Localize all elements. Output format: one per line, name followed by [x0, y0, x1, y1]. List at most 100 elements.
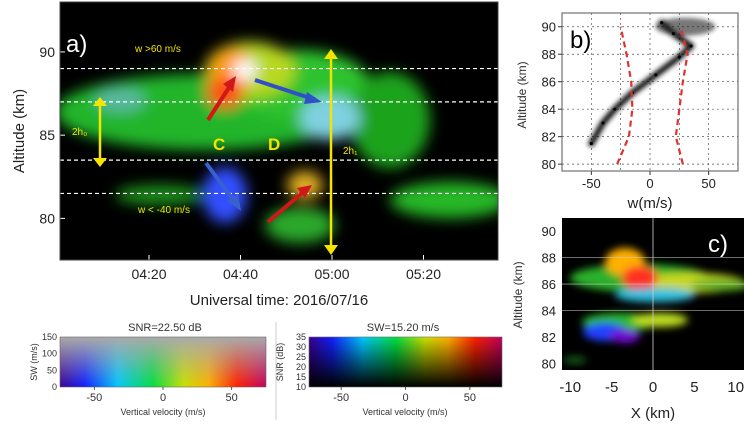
colorbar-x-tick: 0 [160, 392, 166, 404]
panel-c: 80 82 84 86 88 90 -10 -5 0 5 10 c) X (km) Altitude… [511, 218, 744, 422]
panel-c-grid [562, 218, 744, 370]
annotation-2h0: 2h₀ [72, 127, 87, 138]
profile-point [601, 121, 605, 125]
blue-arrow-upper [254, 78, 322, 104]
red-arrow-upper [206, 76, 236, 122]
y-tick-label: 85 [39, 127, 55, 143]
panel-c-label: c) [708, 231, 728, 258]
profile-point [689, 44, 693, 48]
y-tick-label: 80 [542, 157, 556, 172]
profile-point [677, 55, 681, 59]
x-tick-label: -10 [559, 379, 581, 396]
colorbar-y-tick: 50 [47, 365, 57, 375]
profile-top-blob [655, 17, 716, 36]
y-tick-label: 86 [542, 277, 556, 292]
label-c: C [213, 135, 225, 154]
y-tick-label: 84 [542, 304, 556, 319]
panel-a-frame [59, 1, 499, 261]
panel-b-profile [586, 17, 716, 149]
y-tick-label: 88 [542, 47, 556, 62]
profile-point [589, 141, 593, 146]
colorbar-x-tick: -50 [86, 392, 102, 404]
panel-b-envelope [616, 26, 689, 165]
label-d: D [268, 135, 280, 154]
colorbar-left-xlabel: Vertical velocity (m/s) [120, 407, 205, 417]
panel-a-ticks: 80 85 90 04:20 04:40 05:00 05:20 [39, 44, 441, 282]
envelope-left [616, 26, 634, 165]
panel-b-xlabel: w(m/s) [627, 195, 673, 212]
colorbar-right-title: SW=15.20 m/s [367, 322, 440, 334]
y-tick-label: 82 [542, 330, 556, 345]
panel-b-ticks: 80 82 84 86 88 90 -50 0 50 [542, 20, 716, 191]
y-tick-label: 82 [542, 130, 556, 145]
x-tick-label: 5 [690, 379, 698, 396]
x-tick-label: -50 [582, 176, 601, 191]
annotation-w-up: w >60 m/s [134, 44, 181, 55]
profile-point [613, 107, 617, 111]
panel-b-label: b) [570, 27, 591, 54]
colorbar-y-tick: 20 [296, 362, 306, 372]
y-tick-label: 80 [542, 356, 556, 371]
colorbar-left-ticks: 0 50 100 150 -50 0 50 [42, 332, 238, 404]
colorbar-right-dark [309, 337, 502, 387]
colorbar-left-title: SNR=22.50 dB [128, 322, 202, 334]
colorbar-x-tick: 50 [464, 392, 476, 404]
annotation-w-down: w < -40 m/s [137, 205, 190, 216]
x-tick-label: 50 [701, 176, 715, 191]
colorbar-y-tick: 10 [296, 382, 306, 392]
x-tick-label: 05:20 [406, 266, 441, 282]
y-tick-label: 90 [542, 20, 556, 35]
panel-c-ticks: 80 82 84 86 88 90 -10 -5 0 5 10 [542, 224, 744, 396]
profile-point [654, 73, 658, 77]
panel-b: 80 82 84 86 88 90 -50 0 50 b) w(m/s) Altitude (k… [515, 12, 739, 212]
arrow-2h1 [324, 49, 338, 255]
x-tick-label: -5 [605, 379, 618, 396]
panel-a-label: a) [66, 31, 87, 58]
colorbar-y-tick: 35 [296, 332, 306, 342]
panel-c-xlabel: X (km) [631, 405, 675, 422]
envelope-right [674, 26, 689, 165]
colorbar-x-tick: 0 [402, 392, 408, 404]
colorbar-left-wash [60, 337, 266, 387]
x-tick-label: 0 [649, 379, 657, 396]
profile-point [671, 32, 676, 36]
x-tick-label: 05:00 [314, 266, 349, 282]
annotation-2h1: 2h₁ [343, 146, 358, 157]
y-tick-label: 80 [39, 210, 55, 226]
panel-a: 80 85 90 04:20 04:40 05:00 05:20 w >60 m/s w <… [11, 1, 499, 309]
y-tick-label: 86 [542, 75, 556, 90]
panel-a-xlabel: Universal time: 2016/07/16 [190, 292, 368, 309]
blue-arrow-lower [204, 161, 241, 211]
colorbar-x-tick: 50 [226, 392, 238, 404]
panel-c-field [563, 248, 744, 363]
x-tick-label: 0 [646, 176, 653, 191]
colorbar-y-tick: 150 [42, 332, 57, 342]
colorbar-right-ylabel: SNR (dB) [275, 343, 285, 382]
colorbar-y-tick: 30 [296, 342, 306, 352]
colorbar-right-xlabel: Vertical velocity (m/s) [362, 407, 447, 417]
y-tick-label: 88 [542, 251, 556, 266]
panel-a-ylabel: Altitude (km) [11, 89, 28, 173]
colorbar-x-tick: -50 [333, 392, 349, 404]
y-tick-label: 90 [39, 44, 55, 60]
arrow-2h0 [93, 97, 107, 167]
panel-b-frame [561, 12, 739, 172]
colorbar-y-tick: 0 [52, 382, 57, 392]
y-tick-label: 90 [542, 224, 556, 239]
x-tick-label: 04:20 [131, 266, 166, 282]
reference-lines [60, 67, 498, 195]
colorbar-y-tick: 15 [296, 372, 306, 382]
colorbar-y-tick: 25 [296, 352, 306, 362]
x-tick-label: 04:40 [223, 266, 258, 282]
colorbar-left-ylabel: SW (m/s) [29, 343, 39, 381]
profile-point [660, 21, 664, 25]
panel-a-echoes [60, 42, 498, 243]
y-tick-label: 84 [542, 102, 556, 117]
x-tick-label: 10 [727, 379, 744, 396]
colorbar-left: SNR=22.50 dB 0 50 100 150 -50 0 50 Vertical ve… [29, 322, 267, 417]
red-arrow-lower [266, 185, 312, 224]
colorbar-y-tick: 100 [42, 349, 57, 359]
